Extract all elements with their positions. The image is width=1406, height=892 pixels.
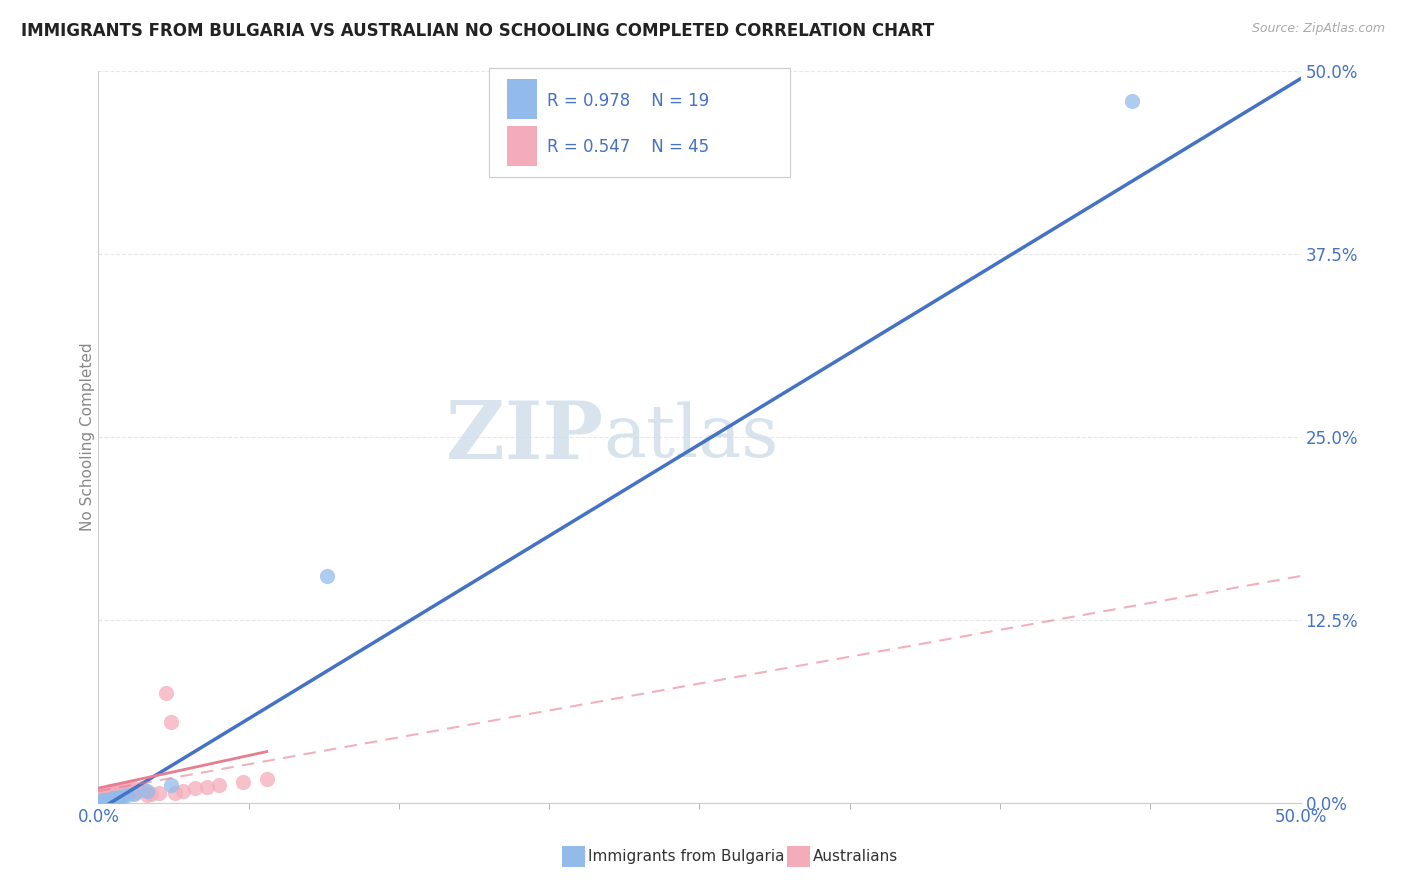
FancyBboxPatch shape: [508, 126, 537, 167]
Point: [155, 686, 177, 700]
Point: [104, 782, 127, 797]
FancyBboxPatch shape: [489, 68, 790, 178]
Point: [104, 789, 127, 803]
Point: [104, 786, 127, 800]
Point: [101, 793, 124, 807]
Point: [135, 784, 157, 798]
Text: atlas: atlas: [603, 401, 779, 473]
Text: Immigrants from Bulgaria: Immigrants from Bulgaria: [588, 849, 785, 863]
Point: [90, 794, 112, 808]
Text: R = 0.547    N = 45: R = 0.547 N = 45: [547, 137, 709, 156]
Point: [94, 791, 117, 805]
Point: [104, 791, 127, 805]
Point: [165, 786, 187, 800]
Point: [159, 778, 181, 792]
Y-axis label: No Schooling Completed: No Schooling Completed: [80, 343, 94, 532]
Point: [90, 793, 112, 807]
Point: [208, 778, 231, 792]
Point: [315, 569, 337, 583]
Point: [256, 772, 278, 787]
Point: [91, 794, 114, 808]
Point: [183, 781, 205, 796]
Point: [114, 784, 136, 798]
Point: [172, 784, 194, 798]
FancyBboxPatch shape: [508, 78, 537, 119]
Point: [91, 791, 114, 805]
Point: [117, 789, 139, 803]
Point: [124, 787, 146, 801]
Point: [195, 780, 218, 794]
Point: [111, 786, 134, 800]
Point: [101, 789, 124, 803]
Point: [135, 789, 157, 803]
Point: [94, 787, 117, 801]
Point: [100, 787, 122, 801]
Point: [101, 791, 124, 805]
Text: Source: ZipAtlas.com: Source: ZipAtlas.com: [1251, 22, 1385, 36]
Point: [141, 787, 163, 801]
Point: [108, 789, 131, 804]
Point: [121, 780, 143, 794]
Point: [91, 793, 114, 807]
Point: [97, 793, 120, 807]
Point: [125, 784, 148, 798]
Point: [90, 789, 112, 804]
Point: [94, 794, 117, 808]
Point: [101, 786, 124, 800]
Point: [100, 784, 122, 798]
Point: [107, 784, 129, 798]
Point: [97, 789, 120, 803]
Point: [100, 793, 122, 807]
Text: R = 0.978    N = 19: R = 0.978 N = 19: [547, 92, 709, 110]
Point: [108, 786, 131, 800]
Point: [111, 782, 134, 797]
Point: [97, 791, 120, 805]
Point: [159, 715, 181, 730]
Point: [107, 787, 129, 801]
Point: [128, 782, 150, 797]
Point: [118, 781, 141, 796]
Point: [232, 775, 254, 789]
Point: [91, 789, 114, 803]
Point: [97, 786, 120, 800]
Text: Australians: Australians: [813, 849, 898, 863]
Point: [131, 781, 153, 796]
Text: IMMIGRANTS FROM BULGARIA VS AUSTRALIAN NO SCHOOLING COMPLETED CORRELATION CHART: IMMIGRANTS FROM BULGARIA VS AUSTRALIAN N…: [21, 22, 935, 40]
Point: [1121, 94, 1143, 108]
Point: [148, 786, 170, 800]
Point: [94, 793, 117, 807]
Point: [107, 791, 129, 805]
Point: [111, 789, 134, 804]
Point: [100, 789, 122, 804]
Point: [117, 782, 139, 797]
Point: [124, 786, 146, 800]
Point: [91, 787, 114, 801]
Point: [94, 789, 117, 803]
Point: [108, 782, 131, 797]
Text: ZIP: ZIP: [446, 398, 603, 476]
